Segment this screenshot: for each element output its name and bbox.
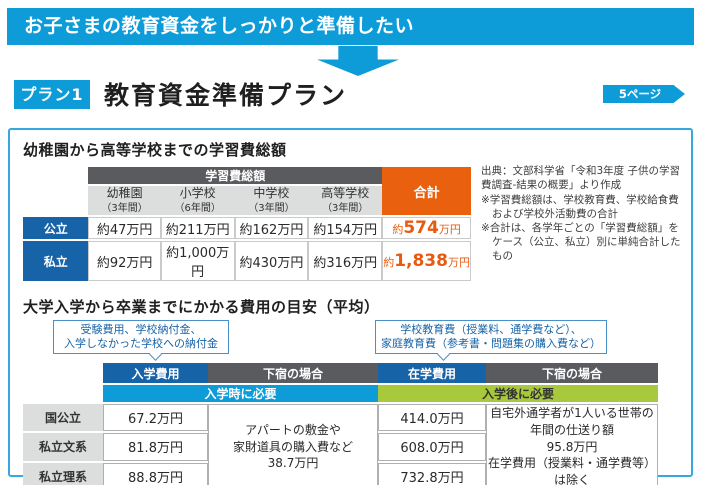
column-header-cell: 中学校 （3年間） xyxy=(234,186,309,215)
table-header-row: 入学費用 下宿の場合 在学費用 下宿の場合 xyxy=(23,363,658,383)
value-cell: 約1,000万円 xyxy=(160,241,235,281)
entry-cost-header-cell: 入学費用 xyxy=(103,363,208,383)
column-header-cell: 幼稚園 （3年間） xyxy=(88,186,161,215)
callout-row: 受験費用、学校納付金、 入学しなかった学校への納付金 学校教育費（授業料、通学費… xyxy=(23,317,681,361)
column-header-cell: 高等学校 （3年間） xyxy=(308,186,383,215)
value-cell: 約430万円 xyxy=(234,241,309,281)
callout-line: 入学しなかった学校への納付金 xyxy=(64,337,218,350)
entry-cost-callout: 受験費用、学校納付金、 入学しなかった学校への納付金 xyxy=(53,320,229,361)
during-cost-callout: 学校教育費（授業料、通学費など）、 家庭教育費（参考書・問題集の購入費など） xyxy=(375,320,607,361)
value-cell: 約162万円 xyxy=(234,217,309,239)
table-row: 幼稚園 （3年間） 小学校 （6年間） 中学校 （3年間） 高等学校 （3年間） xyxy=(23,186,471,215)
school-cost-table: 学習費総額 合計 幼稚園 （3年間） 小学校 （6年間） 中学校 （ xyxy=(23,165,471,283)
university-cost-table: 入学費用 下宿の場合 在学費用 下宿の場合 入学時に必要 入学後に必要 国公立 … xyxy=(23,361,658,485)
row-label-cell: 私立 xyxy=(23,241,89,281)
value-cell: 414.0万円 xyxy=(378,404,486,432)
value-cell: 約47万円 xyxy=(88,217,161,239)
section1-title: 幼稚園から高等学校までの学習費総額 xyxy=(23,141,287,159)
page-title: 教育資金準備プラン xyxy=(104,81,348,110)
row-label-cell: 私立文系 xyxy=(23,433,103,461)
value-cell: 88.8万円 xyxy=(103,462,208,485)
row-label-cell: 公立 xyxy=(23,217,89,239)
total-value-cell: 約1,838万円 xyxy=(382,241,471,281)
note-total-method: ※合計は、各学年ごとの「学習費総額」をケース（公立、私立）別に単純合計したもの xyxy=(481,222,681,263)
section1-source-notes: 出典：文部科学省「令和3年度 子供の学習費調査-結果の概要」より作成 ※学習費総… xyxy=(481,165,681,283)
page-headline-banner: お子さまの教育資金をしっかりと準備したい xyxy=(7,8,694,45)
during-cost-header-cell: 在学費用 xyxy=(378,363,486,383)
stage-header-row: 入学時に必要 入学後に必要 xyxy=(23,385,658,402)
entry-boarding-header-cell: 下宿の場合 xyxy=(208,363,378,383)
table-row-private-liberal: 私立文系 81.8万円 608.0万円 xyxy=(23,433,658,461)
blank-cell xyxy=(23,167,88,184)
page-reference-link[interactable]: 5ページ xyxy=(603,85,685,103)
total-value-cell: 約574万円 xyxy=(382,217,471,239)
blank-cell xyxy=(23,385,103,402)
value-cell: 608.0万円 xyxy=(378,433,486,461)
value-cell: 約316万円 xyxy=(308,241,383,281)
row-label-cell: 国公立 xyxy=(23,404,103,432)
section1-body: 学習費総額 合計 幼稚園 （3年間） 小学校 （6年間） 中学校 （ xyxy=(23,165,681,283)
value-cell: 約154万円 xyxy=(308,217,383,239)
callout-tail-icon xyxy=(149,348,162,361)
down-arrow-icon xyxy=(317,46,399,76)
value-cell: 81.8万円 xyxy=(103,433,208,461)
table-row-public: 公立 約47万円 約211万円 約162万円 約154万円 約574万円 xyxy=(23,217,471,239)
blank-cell xyxy=(23,186,88,215)
table-row-national-public: 国公立 67.2万円 アパートの敷金や 家財道具の購入費など 38.7万円 41… xyxy=(23,404,658,485)
content-box: 幼稚園から高等学校までの学習費総額 学習費総額 合計 幼稚園 （3年間） xyxy=(8,128,693,485)
plan-number-badge: プラン1 xyxy=(14,79,90,109)
value-cell: 67.2万円 xyxy=(103,404,208,432)
during-boarding-note-cell: 自宅外通学者が1人いる世帯の 年間の仕送り額 95.8万円 在学費用（授業料・通… xyxy=(486,404,658,485)
blank-cell xyxy=(23,363,103,383)
section2-title: 大学入学から卒業までにかかる費用の目安（平均） xyxy=(23,298,380,316)
total-header-cell: 合計 xyxy=(382,167,471,215)
table-row-private: 私立 約92万円 約1,000万円 約430万円 約316万円 約1,838万円 xyxy=(23,241,471,281)
value-cell: 約92万円 xyxy=(88,241,161,281)
callout-line: 受験費用、学校納付金、 xyxy=(80,323,202,336)
callout-line: 学校教育費（授業料、通学費など）、 xyxy=(400,323,582,336)
group-header-cell: 学習費総額 xyxy=(88,167,383,184)
note-source: 出典：文部科学省「令和3年度 子供の学習費調査-結果の概要」より作成 xyxy=(481,165,681,191)
table-row-private-science: 私立理系 88.8万円 732.8万円 xyxy=(23,462,658,485)
callout-tail-icon xyxy=(437,348,450,361)
stage-during-cell: 入学後に必要 xyxy=(378,385,658,402)
table-row: 学習費総額 合計 xyxy=(23,167,471,215)
plan-header: プラン1 教育資金準備プラン 5ページ xyxy=(14,79,685,110)
entry-boarding-note-cell: アパートの敷金や 家財道具の購入費など 38.7万円 xyxy=(208,404,378,485)
note-definition: ※学習費総額は、学校教育費、学校給食費および学校外活動費の合計 xyxy=(481,193,679,220)
value-cell: 約211万円 xyxy=(160,217,235,239)
during-boarding-header-cell: 下宿の場合 xyxy=(486,363,658,383)
column-header-cell: 小学校 （6年間） xyxy=(160,186,235,215)
row-label-cell: 私立理系 xyxy=(23,462,103,485)
stage-entry-cell: 入学時に必要 xyxy=(103,385,378,402)
value-cell: 732.8万円 xyxy=(378,462,486,485)
callout-line: 家庭教育費（参考書・問題集の購入費など） xyxy=(381,337,601,350)
